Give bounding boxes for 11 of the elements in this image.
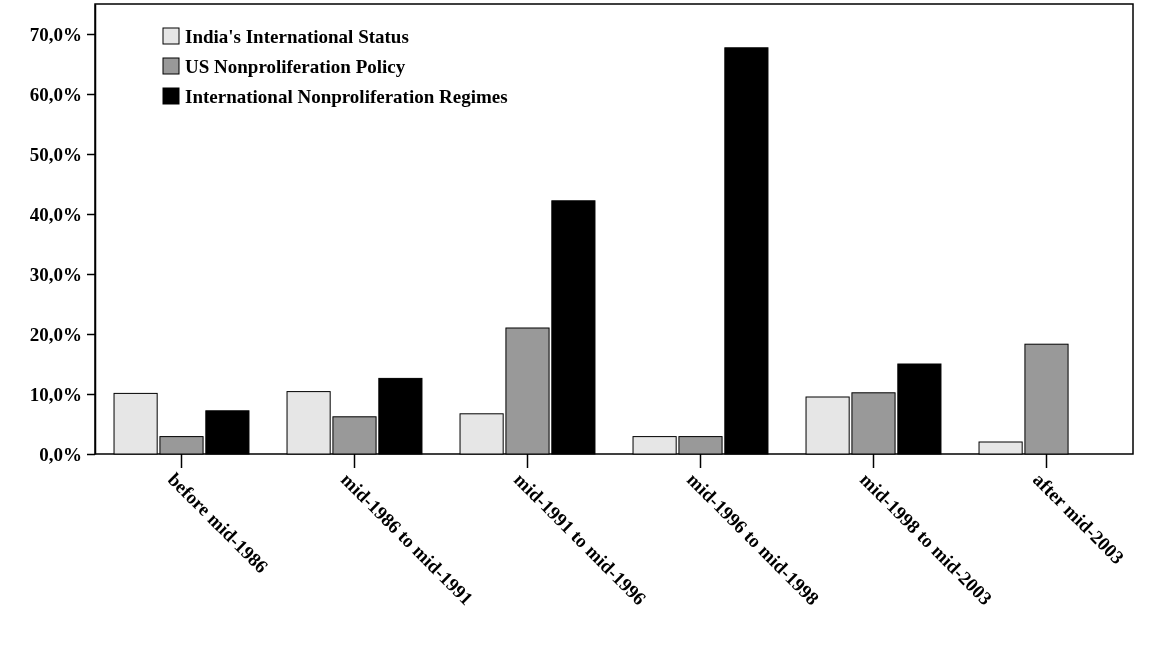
y-tick-label: 40,0% <box>29 203 82 225</box>
legend-label: India's International Status <box>185 25 409 47</box>
y-tick-label: 0,0% <box>39 443 82 465</box>
y-tick-label: 20,0% <box>29 323 82 345</box>
legend-label: US Nonproliferation Policy <box>185 55 406 77</box>
y-tick-label: 10,0% <box>29 383 82 405</box>
legend-label: International Nonproliferation Regimes <box>185 85 508 107</box>
y-tick-label: 60,0% <box>29 83 82 105</box>
y-tick-label: 30,0% <box>29 263 82 285</box>
y-tick-label: 70,0% <box>29 23 82 45</box>
y-tick-label: 50,0% <box>29 143 82 165</box>
